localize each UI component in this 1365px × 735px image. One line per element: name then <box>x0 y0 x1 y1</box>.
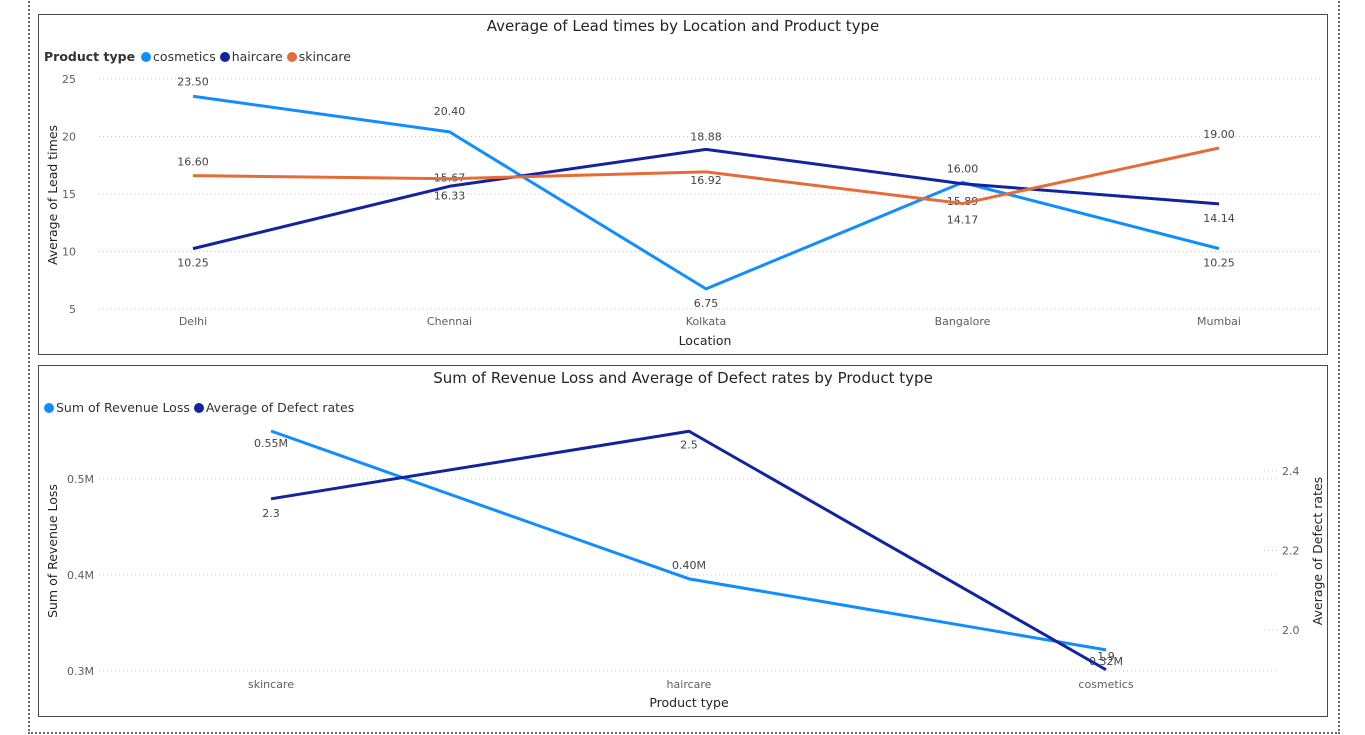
legend-dot-haircare <box>219 51 230 62</box>
legend-dot-revenue-loss <box>44 402 54 413</box>
data-label-cosmetics: 20.40 <box>434 105 466 118</box>
chart-legend: Sum of Revenue Loss Average of Defect ra… <box>44 400 358 415</box>
x-tick-label: Chennai <box>427 315 472 328</box>
y-right-tick-label: 2.0 <box>1282 624 1300 637</box>
revenue-defect-plot-area: 0.3M 0.4M 0.5M 2.0 2.2 2.4 skincare haircare cos… <box>45 429 1325 710</box>
y-tick-label: 20 <box>62 131 76 144</box>
x-tick-label: skincare <box>248 678 294 691</box>
data-label-defect-rates: 2.3 <box>262 507 280 520</box>
y-axis-label: Sum of Revenue Loss <box>45 484 60 618</box>
chart-title: Sum of Revenue Loss and Average of Defec… <box>433 369 933 387</box>
x-tick-label: Delhi <box>179 315 207 328</box>
legend-item-revenue-loss[interactable]: Sum of Revenue Loss <box>44 400 190 415</box>
y-axis-label: Average of Lead times <box>45 125 60 265</box>
data-label-revenue-loss: 0.55M <box>254 437 288 450</box>
series-line-haircare <box>192 147 1220 251</box>
legend-dot-skincare <box>286 51 297 62</box>
y-tick-label: 0.4M <box>67 569 94 582</box>
data-label-skincare: 16.33 <box>434 190 466 203</box>
y-right-axis-label: Average of Defect rates <box>1310 477 1325 625</box>
x-tick-label: haircare <box>667 678 712 691</box>
data-label-haircare: 15.89 <box>947 195 979 208</box>
legend-item-skincare[interactable]: skincare <box>286 49 351 64</box>
x-tick-label: Mumbai <box>1197 315 1241 328</box>
data-label-skincare: 19.00 <box>1203 128 1235 141</box>
y-tick-label: 15 <box>62 188 76 201</box>
data-label-skincare: 16.60 <box>177 156 209 169</box>
report-canvas-frame <box>28 0 1340 734</box>
y-tick-label: 25 <box>62 73 76 86</box>
revenue-loss-defect-line-chart[interactable]: Sum of Revenue Loss and Average of Defec… <box>38 365 1328 717</box>
x-tick-label: Kolkata <box>686 315 726 328</box>
x-tick-label: cosmetics <box>1078 678 1133 691</box>
data-label-haircare: 18.88 <box>690 130 722 143</box>
chart-title: Average of Lead times by Location and Pr… <box>486 17 880 35</box>
legend-label: Sum of Revenue Loss <box>56 400 190 415</box>
lead-times-line-chart[interactable]: Average of Lead times by Location and Pr… <box>38 14 1328 355</box>
legend-title: Product type <box>44 49 136 64</box>
series-line-revenue-loss <box>270 429 1107 652</box>
data-label-revenue-loss: 0.40M <box>672 559 706 572</box>
legend-dot-defect-rates <box>193 402 204 413</box>
data-label-defect-rates: 2.5 <box>680 438 698 451</box>
legend-item-defect-rates[interactable]: Average of Defect rates <box>193 400 355 415</box>
data-label-skincare: 16.92 <box>690 174 722 187</box>
data-label-cosmetics: 16.00 <box>947 163 979 176</box>
chart-legend: Product type cosmetics haircare skincare <box>44 49 355 64</box>
data-label-cosmetics: 6.75 <box>694 297 719 310</box>
x-axis-label: Location <box>679 333 732 348</box>
y-right-tick-label: 2.4 <box>1282 465 1300 478</box>
y-tick-label: 10 <box>62 246 76 259</box>
data-label-defect-rates: 1.9 <box>1097 650 1115 663</box>
lead-times-plot-area: 5 10 15 20 25 Delhi Chennai Kolkata Bangalore Mum… <box>45 73 1322 348</box>
legend-label: cosmetics <box>153 49 216 64</box>
data-label-cosmetics: 10.25 <box>1203 257 1235 270</box>
data-label-skincare: 14.17 <box>947 214 979 227</box>
legend-item-haircare[interactable]: haircare <box>219 49 283 64</box>
data-label-haircare: 10.25 <box>177 257 209 270</box>
legend-label: haircare <box>231 49 283 64</box>
x-tick-label: Bangalore <box>935 315 991 328</box>
legend-label: Average of Defect rates <box>205 400 355 415</box>
y-tick-label: 0.5M <box>67 473 94 486</box>
series-line-defect-rates <box>270 429 1107 672</box>
x-axis-label: Product type <box>649 695 729 710</box>
data-label-haircare: 14.14 <box>1203 212 1235 225</box>
legend-item-cosmetics[interactable]: cosmetics <box>141 49 216 64</box>
y-tick-label: 0.3M <box>67 665 94 678</box>
legend-label: skincare <box>298 49 351 64</box>
legend-dot-cosmetics <box>141 51 152 62</box>
data-label-cosmetics: 23.50 <box>177 75 209 88</box>
y-tick-label: 5 <box>69 303 76 316</box>
y-right-tick-label: 2.2 <box>1282 545 1300 558</box>
